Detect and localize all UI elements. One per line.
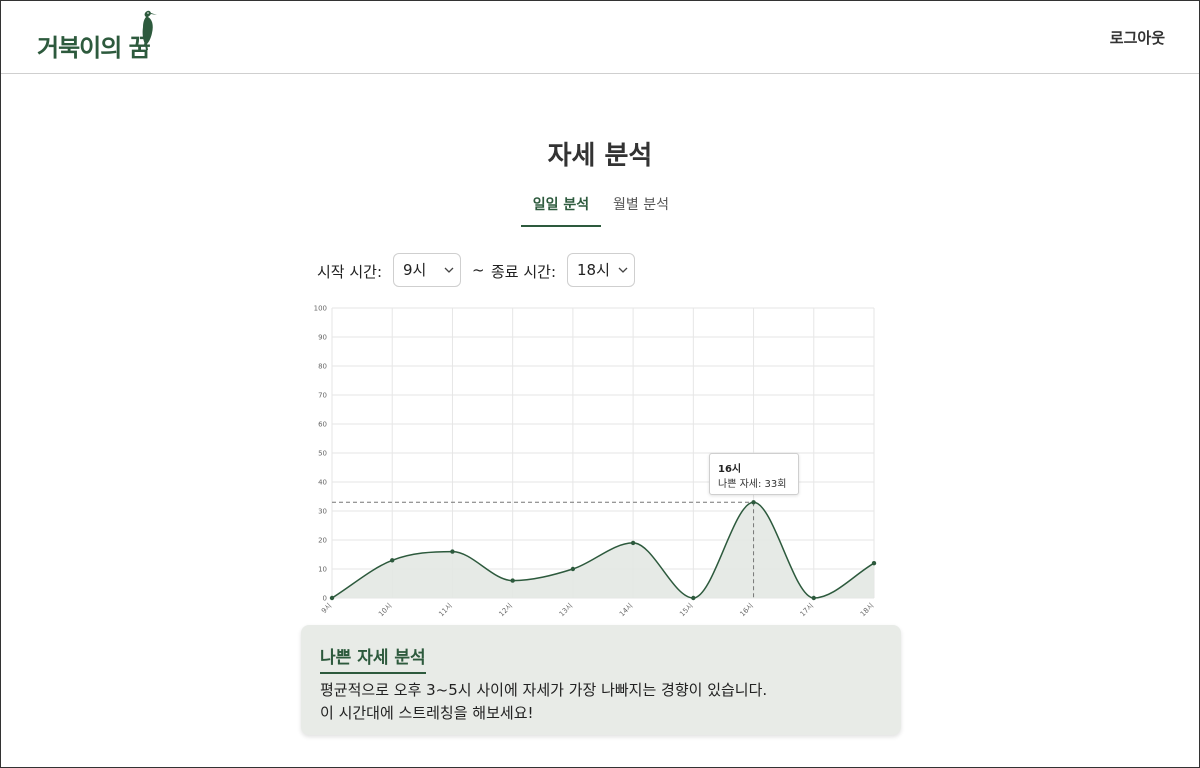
data-point <box>811 595 816 601</box>
logout-button[interactable]: 로그아웃 <box>1109 29 1165 47</box>
chevron-down-icon <box>618 267 628 273</box>
data-point <box>751 500 756 505</box>
tab-daily-analysis[interactable]: 일일 분석 <box>521 191 601 227</box>
header: 거북이의 꿈 로그아웃 <box>1 1 1199 74</box>
start-time-select[interactable]: 9시 <box>393 253 461 287</box>
x-tick-label: 14시 <box>618 602 635 619</box>
data-point <box>570 566 576 572</box>
y-tick-label: 20 <box>318 537 327 545</box>
data-point <box>630 540 636 546</box>
y-tick-label: 100 <box>314 305 327 313</box>
data-point <box>871 561 877 566</box>
analysis-text-line-1: 평균적으로 오후 3~5시 사이에 자세가 가장 나빠지는 경향이 있습니다. <box>320 681 768 699</box>
y-tick-label: 0 <box>323 595 327 603</box>
logo-text: 거북이의 꿈 <box>37 34 151 62</box>
y-tick-label: 50 <box>318 450 327 458</box>
bad-posture-chart: 0 10 20 30 40 50 60 70 80 90 100 9시 10시 11시 12시 13시 14시 1… <box>314 305 877 619</box>
x-tick-label: 9시 <box>320 602 333 615</box>
y-tick-label: 70 <box>318 392 327 400</box>
tooltip-title: 16시 <box>718 464 742 475</box>
end-time-select[interactable]: 18시 <box>567 253 635 287</box>
logo[interactable]: 거북이의 꿈 <box>37 9 177 69</box>
end-time-label: 종료 시간: <box>491 263 557 281</box>
chevron-down-icon <box>444 267 454 273</box>
data-point <box>691 595 696 601</box>
data-point <box>450 549 455 554</box>
start-time-label: 시작 시간: <box>317 263 383 281</box>
y-tick-label: 10 <box>318 566 327 574</box>
heron-icon <box>142 10 157 50</box>
x-tick-label: 10시 <box>377 602 394 619</box>
data-point <box>329 595 335 601</box>
start-time-value: 9시 <box>403 261 427 279</box>
analysis-panel: 나쁜 자세 분석 평균적으로 오후 3~5시 사이에 자세가 가장 나빠지는 경… <box>301 625 901 735</box>
x-tick-label: 16시 <box>738 602 755 619</box>
data-point <box>390 558 395 563</box>
x-tick-label: 11시 <box>437 602 454 619</box>
data-point <box>510 578 515 583</box>
y-tick-label: 80 <box>318 363 327 371</box>
y-tick-label: 60 <box>318 421 327 429</box>
end-time-value: 18시 <box>577 261 610 279</box>
x-tick-label: 17시 <box>799 602 816 619</box>
analysis-title: 나쁜 자세 분석 <box>320 643 426 674</box>
analysis-text-line-2: 이 시간대에 스트레칭을 해보세요! <box>320 704 534 722</box>
x-tick-label: 12시 <box>498 602 515 619</box>
y-tick-label: 40 <box>318 479 327 487</box>
y-tick-label: 30 <box>318 508 327 516</box>
chart-tooltip: 16시 나쁜 자세: 33회 <box>709 453 799 495</box>
y-tick-label: 90 <box>318 334 327 342</box>
x-tick-label: 15시 <box>678 602 695 619</box>
range-separator: ~ <box>472 261 485 279</box>
x-tick-label: 13시 <box>558 602 575 619</box>
page-title: 자세 분석 <box>547 141 653 171</box>
series-area <box>332 502 874 598</box>
x-tick-label: 18시 <box>859 602 876 619</box>
tab-monthly-analysis[interactable]: 월별 분석 <box>613 197 669 213</box>
tooltip-value: 나쁜 자세: 33회 <box>718 479 787 490</box>
